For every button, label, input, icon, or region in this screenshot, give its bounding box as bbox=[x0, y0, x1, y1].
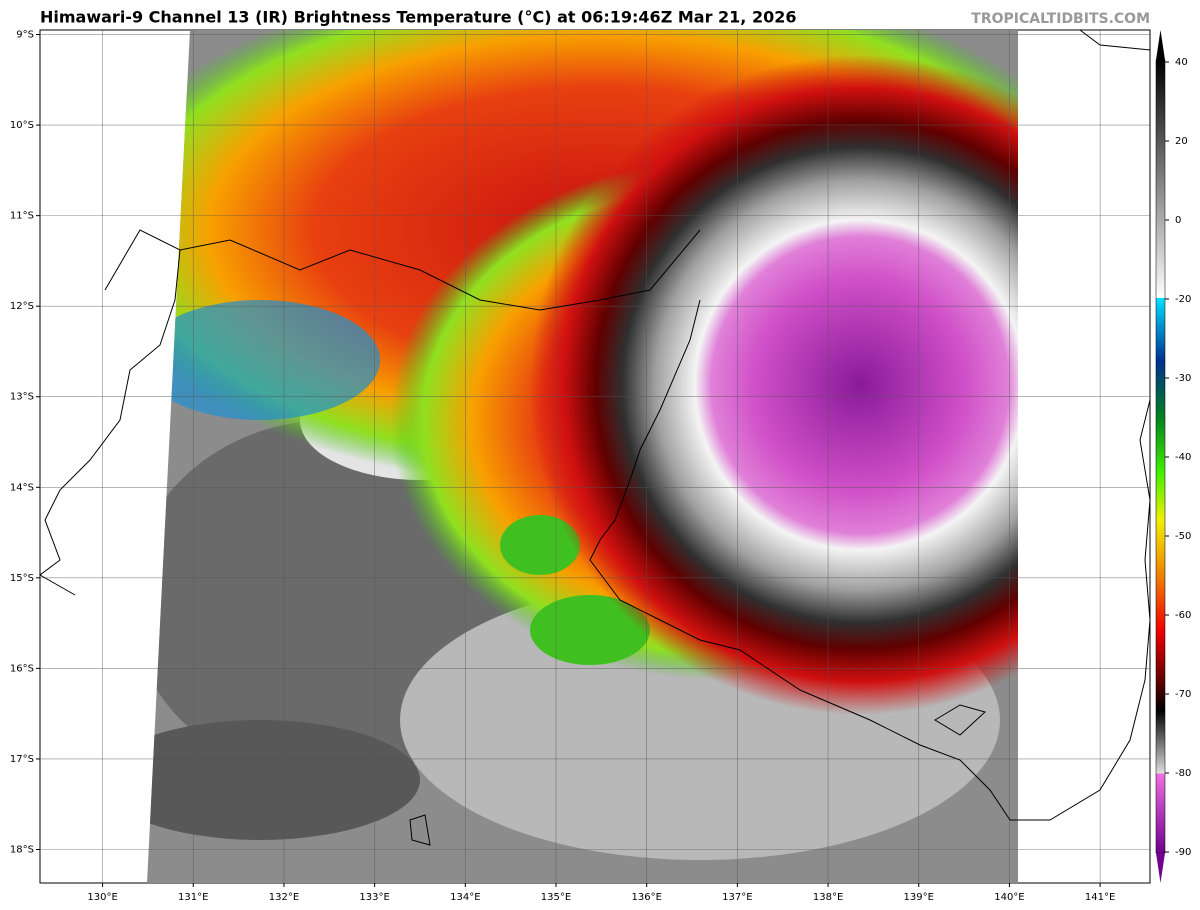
lat-tick-label: 11°S bbox=[10, 211, 34, 222]
lat-tick-label: 18°S bbox=[10, 844, 34, 855]
lon-tick-label: 137°E bbox=[722, 892, 752, 903]
colorbar-extend-bottom bbox=[1156, 853, 1165, 883]
lon-tick-label: 130°E bbox=[87, 892, 117, 903]
graticule bbox=[40, 30, 1150, 883]
satellite-imagery bbox=[147, 30, 1018, 883]
colorbar-tick-label: -40 bbox=[1175, 452, 1191, 463]
lat-tick-label: 13°S bbox=[10, 392, 34, 403]
lat-tick-label: 15°S bbox=[10, 573, 34, 584]
colorbar-tick-label: -30 bbox=[1175, 373, 1191, 384]
colorbar-tick-label: -90 bbox=[1175, 847, 1191, 858]
lat-tick-label: 12°S bbox=[10, 301, 34, 312]
lon-tick-label: 134°E bbox=[450, 892, 480, 903]
lon-tick-label: 132°E bbox=[269, 892, 299, 903]
coastlines bbox=[39, 29, 1151, 846]
lat-tick-label: 10°S bbox=[10, 120, 34, 131]
lon-tick-label: 138°E bbox=[813, 892, 843, 903]
colorbar-tick-label: -20 bbox=[1175, 294, 1191, 305]
lon-tick-label: 139°E bbox=[904, 892, 934, 903]
colorbar-extend-top bbox=[1156, 30, 1165, 60]
lat-tick-label: 14°S bbox=[10, 482, 34, 493]
map-title: Himawari-9 Channel 13 (IR) Brightness Te… bbox=[40, 8, 796, 27]
colorbar-tick-label: -60 bbox=[1175, 610, 1191, 621]
colorbar-tick-label: 40 bbox=[1175, 57, 1188, 68]
lon-tick-label: 131°E bbox=[178, 892, 208, 903]
lon-tick-label: 141°E bbox=[1085, 892, 1115, 903]
lat-tick-label: 17°S bbox=[10, 754, 34, 765]
colorbar bbox=[1155, 59, 1166, 854]
colorbar-tick-label: -80 bbox=[1175, 768, 1191, 779]
credit: TROPICALTIDBITS.COM bbox=[971, 11, 1150, 27]
lon-tick-label: 135°E bbox=[541, 892, 571, 903]
colorbar-tick-label: -70 bbox=[1175, 689, 1191, 700]
colorbar-tick-label: -50 bbox=[1175, 531, 1191, 542]
lon-tick-label: 136°E bbox=[631, 892, 661, 903]
lon-tick-label: 133°E bbox=[359, 892, 389, 903]
lat-tick-label: 9°S bbox=[16, 30, 34, 41]
colorbar-tick-label: 0 bbox=[1175, 215, 1181, 226]
lon-tick-label: 140°E bbox=[994, 892, 1024, 903]
lat-tick-label: 16°S bbox=[10, 663, 34, 674]
colorbar-tick-label: 20 bbox=[1175, 136, 1188, 147]
